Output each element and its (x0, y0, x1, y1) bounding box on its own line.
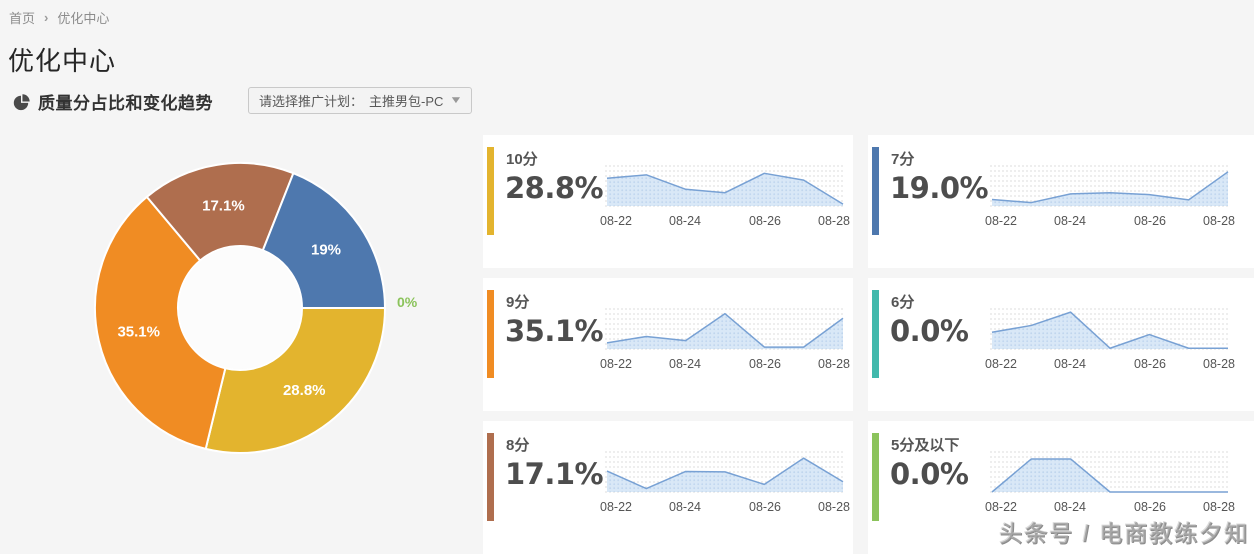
donut-slice-label: 35.1% (117, 324, 160, 341)
x-tick-label: 08-28 (818, 500, 850, 514)
donut-slice-label: 17.1% (202, 197, 245, 214)
sparkline-svg (990, 165, 1230, 207)
donut-slice-10分 (204, 307, 387, 454)
donut-hole (179, 247, 301, 369)
donut-slice-label: 19% (311, 242, 341, 259)
x-tick-label: 08-28 (818, 357, 850, 371)
card-percent: 17.1% (505, 457, 604, 491)
x-tick-label: 08-24 (1054, 214, 1086, 228)
breadcrumb-current: 优化中心 (57, 11, 110, 26)
plan-select-dropdown[interactable]: 请选择推广计划： 主推男包-PC ▼ (248, 87, 473, 114)
plan-select-label: 请选择推广计划： (259, 94, 364, 109)
sparkline-chart (990, 451, 1230, 495)
sparkline-chart (605, 451, 845, 495)
x-tick-label: 08-26 (749, 357, 781, 371)
score-trend-cards: 10分 28.8% 08-22 08-24 08-26 08-28 7分 19.0% … (483, 135, 1254, 554)
x-tick-label: 08-28 (1203, 500, 1235, 514)
section-header: 质量分占比和变化趋势 (12, 88, 213, 115)
card-score-9: 9分 35.1% 08-22 08-24 08-26 08-28 (483, 278, 853, 411)
watermark-text: 头条号 / 电商教练夕知 (998, 520, 1249, 546)
breadcrumb-separator-icon: › (44, 10, 49, 25)
x-tick-label: 08-22 (600, 500, 632, 514)
x-tick-label: 08-26 (1134, 500, 1166, 514)
card-percent: 0.0% (890, 457, 969, 491)
sparkline-chart (990, 308, 1230, 352)
x-tick-label: 08-22 (985, 500, 1017, 514)
donut-slice-label: 0% (397, 294, 418, 310)
x-axis-ticks: 08-22 08-24 08-26 08-28 (985, 357, 1235, 373)
card-score-7: 7分 19.0% 08-22 08-24 08-26 08-28 (868, 135, 1254, 268)
sparkline-chart (605, 165, 845, 209)
pie-chart-icon (13, 93, 30, 110)
card-percent: 28.8% (505, 171, 604, 205)
card-score-6: 6分 0.0% 08-22 08-24 08-26 08-28 (868, 278, 1254, 411)
plan-select-value: 主推男包-PC (369, 94, 444, 109)
breadcrumb: 首页 › 优化中心 (9, 8, 109, 27)
x-axis-ticks: 08-22 08-24 08-26 08-28 (600, 500, 850, 516)
x-axis-ticks: 08-22 08-24 08-26 08-28 (600, 214, 850, 230)
sparkline-svg (605, 165, 845, 207)
quality-score-donut-chart: 28.8% 35.1% 17.1% 19% 0% (0, 130, 483, 549)
sparkline-svg (605, 451, 845, 493)
card-accent-bar (872, 147, 879, 235)
sparkline-chart (605, 308, 845, 352)
sparkline-svg (990, 308, 1230, 350)
x-tick-label: 08-24 (1054, 357, 1086, 371)
x-tick-label: 08-26 (1134, 357, 1166, 371)
card-score-5-below: 5分及以下 0.0% 08-22 08-24 08-26 08-28 (868, 421, 1254, 554)
card-accent-bar (487, 290, 494, 378)
donut-slice-9分 (94, 195, 227, 451)
x-tick-label: 08-22 (600, 357, 632, 371)
card-percent: 19.0% (890, 171, 989, 205)
donut-slice-7分 (261, 171, 387, 309)
card-accent-bar (487, 433, 494, 521)
page-title: 优化中心 (8, 46, 117, 76)
x-tick-label: 08-24 (669, 357, 701, 371)
x-tick-label: 08-28 (1203, 214, 1235, 228)
x-tick-label: 08-22 (600, 214, 632, 228)
card-accent-bar (487, 147, 494, 235)
card-accent-bar (872, 433, 879, 521)
chevron-down-icon: ▼ (449, 95, 464, 106)
sparkline-svg (605, 308, 845, 350)
card-score-10: 10分 28.8% 08-22 08-24 08-26 08-28 (483, 135, 853, 268)
x-axis-ticks: 08-22 08-24 08-26 08-28 (985, 214, 1235, 230)
x-axis-ticks: 08-22 08-24 08-26 08-28 (600, 357, 850, 373)
x-tick-label: 08-26 (749, 500, 781, 514)
x-axis-ticks: 08-22 08-24 08-26 08-28 (985, 500, 1235, 516)
sparkline-chart (990, 165, 1230, 209)
card-title: 10分 (506, 151, 538, 168)
x-tick-label: 08-22 (985, 357, 1017, 371)
card-title: 6分 (891, 294, 915, 311)
x-tick-label: 08-28 (1203, 357, 1235, 371)
card-percent: 35.1% (505, 314, 604, 348)
donut-slice-8分 (145, 162, 295, 262)
x-tick-label: 08-24 (1054, 500, 1086, 514)
card-percent: 0.0% (890, 314, 969, 348)
x-tick-label: 08-24 (669, 214, 701, 228)
section-title: 质量分占比和变化趋势 (38, 94, 213, 113)
donut-slice-label: 28.8% (283, 382, 326, 399)
x-tick-label: 08-28 (818, 214, 850, 228)
breadcrumb-home-link[interactable]: 首页 (9, 11, 36, 26)
card-accent-bar (872, 290, 879, 378)
sparkline-svg (990, 451, 1230, 493)
card-title: 9分 (506, 294, 530, 311)
x-tick-label: 08-24 (669, 500, 701, 514)
x-tick-label: 08-26 (749, 214, 781, 228)
card-score-8: 8分 17.1% 08-22 08-24 08-26 08-28 (483, 421, 853, 554)
x-tick-label: 08-22 (985, 214, 1017, 228)
card-title: 8分 (506, 437, 530, 454)
card-title: 7分 (891, 151, 915, 168)
x-tick-label: 08-26 (1134, 214, 1166, 228)
card-title: 5分及以下 (891, 437, 960, 454)
